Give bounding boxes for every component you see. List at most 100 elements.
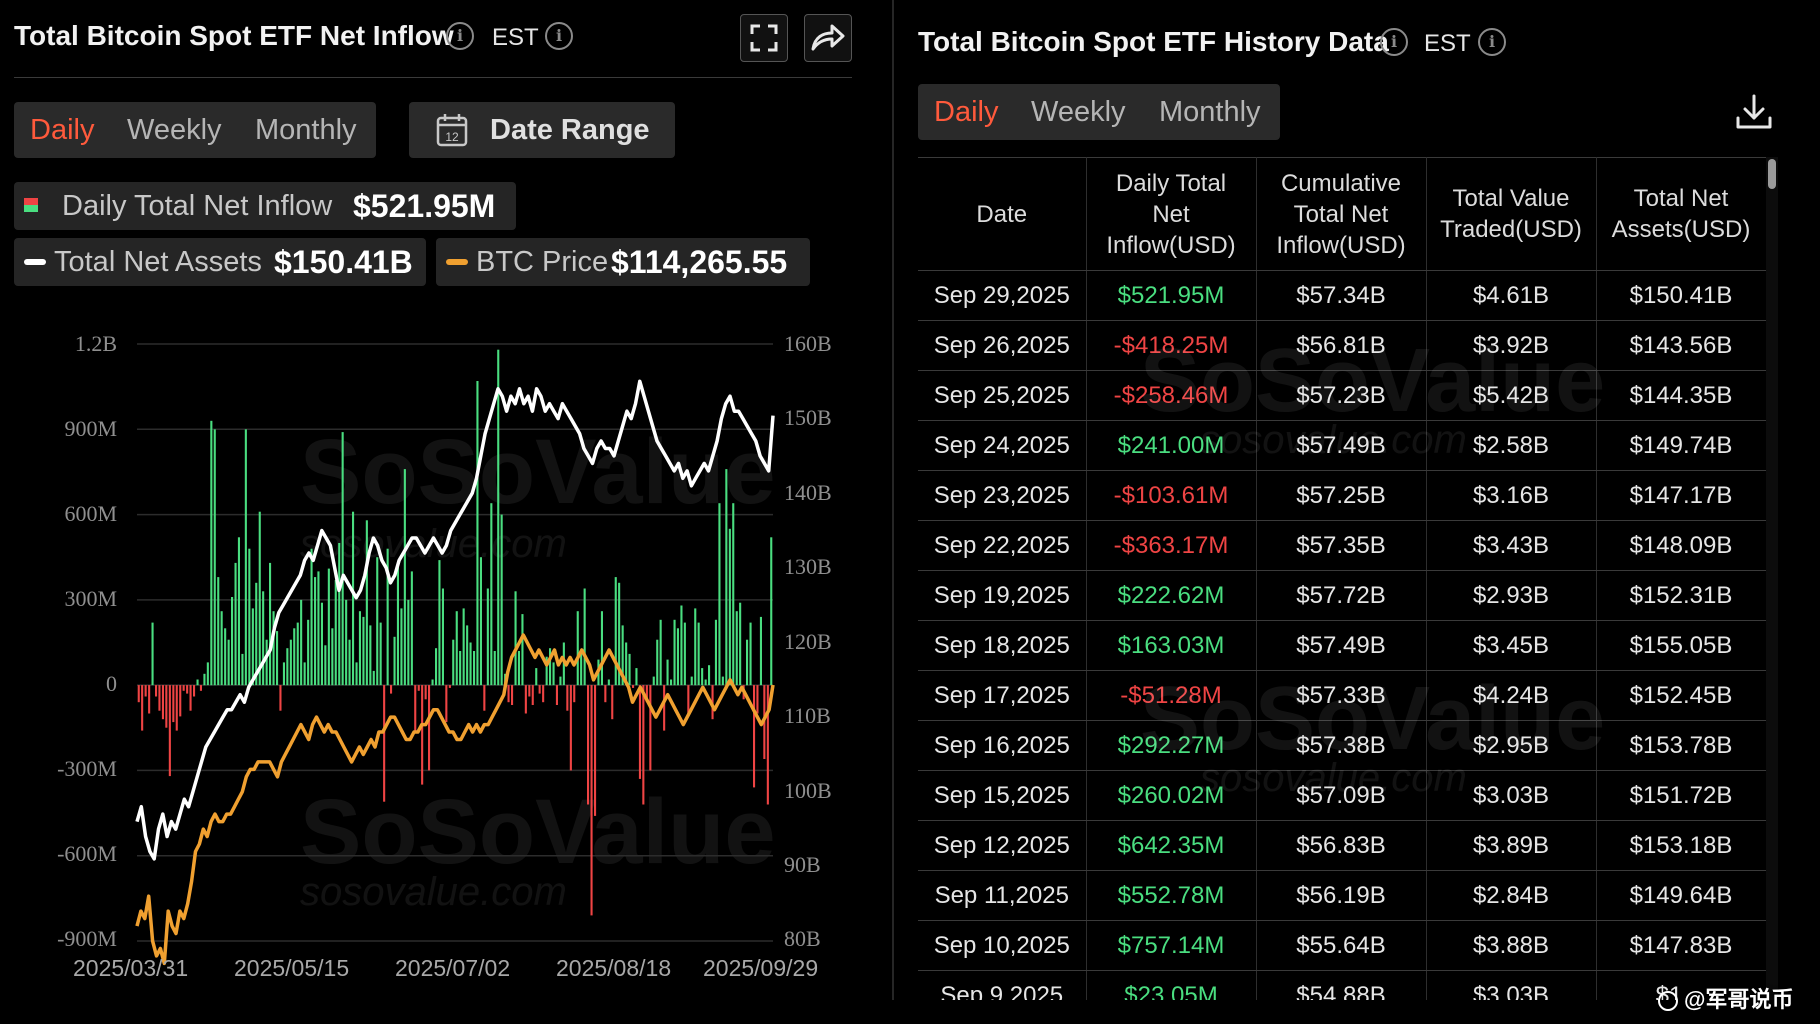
table-row[interactable]: Sep 29,2025 $521.95M $57.34B $4.61B $150.41B bbox=[918, 270, 1766, 321]
table-row[interactable]: Sep 10,2025 $757.14M $55.64B $3.88B $147.83B bbox=[918, 920, 1766, 971]
inflow-bar-negative[interactable] bbox=[161, 685, 164, 720]
info-icon[interactable]: i bbox=[446, 22, 474, 50]
inflow-bar-positive[interactable] bbox=[289, 639, 292, 686]
inflow-bar-positive[interactable] bbox=[396, 562, 399, 686]
fullscreen-button[interactable] bbox=[740, 14, 788, 62]
inflow-bar-negative[interactable] bbox=[414, 685, 417, 731]
inflow-bar-positive[interactable] bbox=[680, 605, 683, 686]
inflow-bar-negative[interactable] bbox=[165, 685, 168, 728]
inflow-bar-positive[interactable] bbox=[549, 648, 552, 686]
inflow-bar-positive[interactable] bbox=[521, 614, 524, 686]
tab-weekly[interactable]: Weekly bbox=[127, 114, 222, 146]
inflow-bar-negative[interactable] bbox=[186, 685, 189, 694]
legend-total-net-assets[interactable]: Total Net Assets $150.41B bbox=[14, 238, 426, 286]
inflow-bar-positive[interactable] bbox=[376, 557, 379, 686]
inflow-bar-negative[interactable] bbox=[528, 685, 531, 697]
inflow-bar-negative[interactable] bbox=[531, 685, 534, 705]
inflow-bar-negative[interactable] bbox=[175, 685, 178, 731]
scrollbar-thumb[interactable] bbox=[1768, 159, 1776, 189]
inflow-bar-positive[interactable] bbox=[500, 514, 503, 686]
inflow-bar-positive[interactable] bbox=[348, 639, 351, 686]
inflow-bar-positive[interactable] bbox=[545, 656, 548, 686]
inflow-bar-negative[interactable] bbox=[483, 685, 486, 711]
inflow-bar-positive[interactable] bbox=[618, 582, 621, 686]
inflow-bar-negative[interactable] bbox=[172, 685, 175, 723]
inflow-bar-positive[interactable] bbox=[369, 625, 372, 686]
inflow-bar-negative[interactable] bbox=[390, 685, 393, 694]
inflow-bar-negative[interactable] bbox=[168, 685, 171, 777]
inflow-bar-positive[interactable] bbox=[407, 599, 410, 686]
inflow-bar-positive[interactable] bbox=[224, 628, 227, 686]
inflow-bar-positive[interactable] bbox=[697, 622, 700, 686]
inflow-bar-positive[interactable] bbox=[255, 582, 258, 686]
inflow-bar-positive[interactable] bbox=[320, 602, 323, 686]
inflow-bar-negative[interactable] bbox=[645, 685, 648, 703]
inflow-bar-positive[interactable] bbox=[459, 651, 462, 686]
col-header-date[interactable]: Date bbox=[918, 157, 1087, 271]
inflow-bar-negative[interactable] bbox=[189, 685, 192, 711]
inflow-bar-negative[interactable] bbox=[182, 685, 185, 691]
inflow-bar-positive[interactable] bbox=[393, 636, 396, 686]
inflow-chart[interactable] bbox=[0, 0, 860, 1000]
inflow-bar-positive[interactable] bbox=[300, 599, 303, 686]
inflow-bar-positive[interactable] bbox=[552, 662, 555, 686]
inflow-bar-positive[interactable] bbox=[203, 673, 206, 686]
inflow-bar-positive[interactable] bbox=[701, 668, 704, 686]
inflow-bar-positive[interactable] bbox=[438, 560, 441, 686]
table-row[interactable]: Sep 23,2025 -$103.61M $57.25B $3.16B $147.17… bbox=[918, 470, 1766, 521]
inflow-bar-positive[interactable] bbox=[213, 429, 216, 686]
inflow-bar-positive[interactable] bbox=[735, 611, 738, 686]
inflow-bar-positive[interactable] bbox=[362, 616, 365, 686]
inflow-bar-positive[interactable] bbox=[241, 653, 244, 686]
inflow-bar-positive[interactable] bbox=[310, 548, 313, 686]
inflow-bar-positive[interactable] bbox=[656, 639, 659, 686]
inflow-bar-positive[interactable] bbox=[386, 548, 389, 686]
inflow-bar-positive[interactable] bbox=[583, 588, 586, 686]
inflow-bar-positive[interactable] bbox=[262, 591, 265, 686]
inflow-bar-positive[interactable] bbox=[455, 611, 458, 686]
inflow-bar-positive[interactable] bbox=[676, 628, 679, 686]
inflow-bar-positive[interactable] bbox=[490, 503, 493, 686]
col-header-cumulative-inflow[interactable]: Cumulative Total Net Inflow(USD) bbox=[1256, 157, 1427, 271]
inflow-bar-positive[interactable] bbox=[410, 571, 413, 686]
inflow-bar-positive[interactable] bbox=[265, 639, 268, 686]
timezone-info-icon[interactable]: i bbox=[1478, 28, 1506, 56]
inflow-bar-negative[interactable] bbox=[199, 685, 202, 691]
table-row[interactable]: Sep 15,2025 $260.02M $57.09B $3.03B $151.72B bbox=[918, 770, 1766, 821]
inflow-bar-positive[interactable] bbox=[379, 622, 382, 686]
inflow-bar-negative[interactable] bbox=[144, 685, 147, 697]
inflow-bar-positive[interactable] bbox=[497, 349, 500, 686]
inflow-bar-positive[interactable] bbox=[286, 648, 289, 686]
tab-weekly[interactable]: Weekly bbox=[1031, 96, 1126, 128]
col-header-total-net-assets[interactable]: Total Net Assets(USD) bbox=[1596, 157, 1766, 271]
inflow-bar-positive[interactable] bbox=[746, 639, 749, 686]
tab-daily[interactable]: Daily bbox=[30, 114, 95, 146]
inflow-bar-positive[interactable] bbox=[276, 631, 279, 686]
inflow-bar-positive[interactable] bbox=[206, 662, 209, 686]
inflow-bar-positive[interactable] bbox=[358, 611, 361, 686]
inflow-bar-negative[interactable] bbox=[632, 685, 635, 688]
inflow-bar-negative[interactable] bbox=[424, 685, 427, 700]
inflow-bar-negative[interactable] bbox=[687, 685, 690, 714]
inflow-bar-positive[interactable] bbox=[314, 577, 317, 686]
inflow-bar-negative[interactable] bbox=[649, 685, 652, 771]
inflow-bar-positive[interactable] bbox=[227, 639, 230, 686]
inflow-bar-negative[interactable] bbox=[448, 685, 451, 688]
inflow-bar-negative[interactable] bbox=[445, 685, 448, 723]
inflow-bar-positive[interactable] bbox=[435, 648, 438, 686]
inflow-bar-positive[interactable] bbox=[244, 429, 247, 686]
inflow-bar-positive[interactable] bbox=[327, 568, 330, 686]
inflow-bar-positive[interactable] bbox=[317, 571, 320, 686]
inflow-bar-positive[interactable] bbox=[151, 622, 154, 686]
table-row[interactable]: Sep 25,2025 -$258.46M $57.23B $5.42B $144.35… bbox=[918, 370, 1766, 421]
inflow-bar-positive[interactable] bbox=[666, 659, 669, 686]
inflow-bar-positive[interactable] bbox=[372, 670, 375, 686]
inflow-bar-positive[interactable] bbox=[352, 511, 355, 686]
inflow-bar-positive[interactable] bbox=[479, 557, 482, 686]
inflow-bar-positive[interactable] bbox=[517, 651, 520, 686]
inflow-bar-positive[interactable] bbox=[559, 676, 562, 686]
inflow-bar-positive[interactable] bbox=[728, 528, 731, 686]
inflow-bar-positive[interactable] bbox=[732, 503, 735, 686]
inflow-bar-positive[interactable] bbox=[365, 520, 368, 686]
inflow-bar-positive[interactable] bbox=[714, 619, 717, 686]
